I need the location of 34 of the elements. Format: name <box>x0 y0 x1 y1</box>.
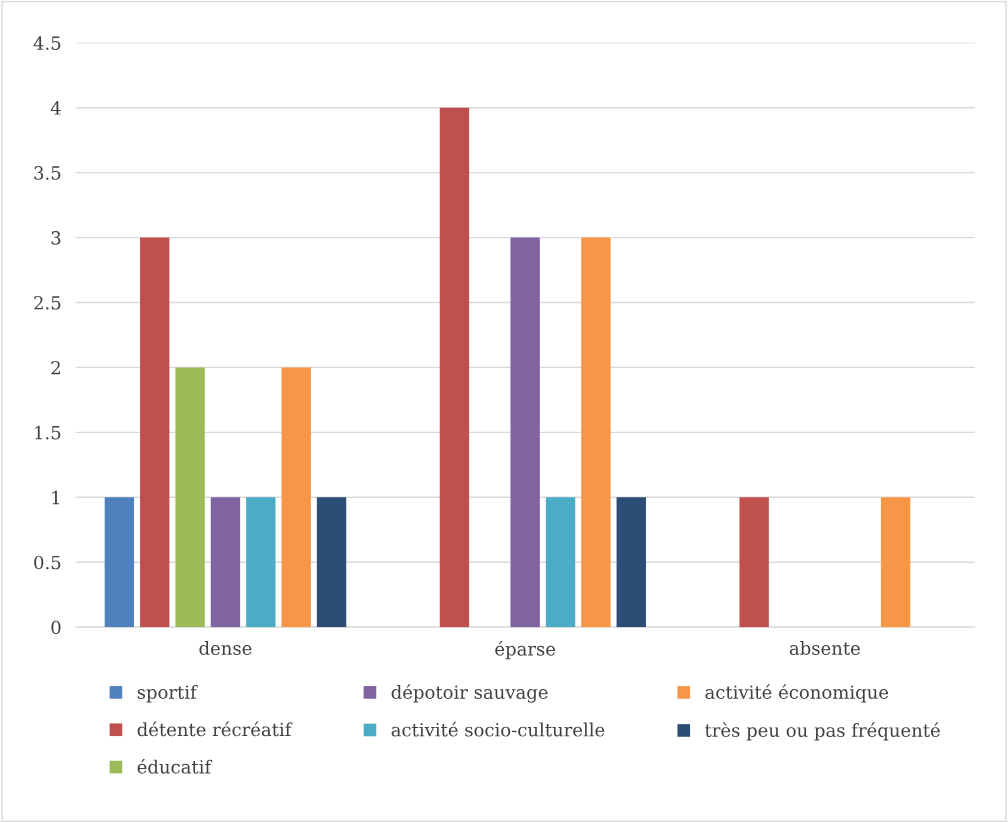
bar <box>880 497 911 628</box>
y-tick-label: 2.5 <box>34 295 61 310</box>
legend-label: éducatif <box>137 758 213 774</box>
y-tick-label: 2 <box>51 360 60 375</box>
x-tick-label: absente <box>789 641 860 655</box>
bar <box>510 237 540 628</box>
bar <box>316 497 347 628</box>
bar <box>140 237 170 628</box>
y-tick-label: 0.5 <box>34 555 61 570</box>
legend-label: détente récréatif <box>137 721 293 737</box>
x-tick-label: dense <box>199 641 252 655</box>
bar <box>281 367 311 628</box>
legend-label: sportif <box>137 685 198 703</box>
legend-label: activité socio-culturelle <box>391 721 605 737</box>
legend-label: activité économique <box>705 684 889 703</box>
bar <box>439 107 470 628</box>
y-tick-label: 4 <box>50 101 61 115</box>
y-tick-label: 4.5 <box>33 36 61 50</box>
bar <box>581 237 611 628</box>
bar <box>246 497 276 628</box>
legend-label: dépotoir sauvage <box>391 684 548 703</box>
bar <box>210 497 241 628</box>
bar <box>616 497 646 628</box>
bar <box>545 497 576 628</box>
y-tick-label: 3.5 <box>34 166 61 180</box>
bar <box>175 367 205 628</box>
y-tick-label: 0 <box>51 620 61 635</box>
bar <box>104 497 135 628</box>
legend-label: très peu ou pas fréquenté <box>705 722 940 741</box>
x-tick-label: éparse <box>495 641 556 660</box>
y-tick-label: 1.5 <box>35 425 61 440</box>
bar <box>739 497 769 628</box>
y-tick-label: 1 <box>52 490 60 505</box>
y-tick-label: 3 <box>51 231 61 245</box>
